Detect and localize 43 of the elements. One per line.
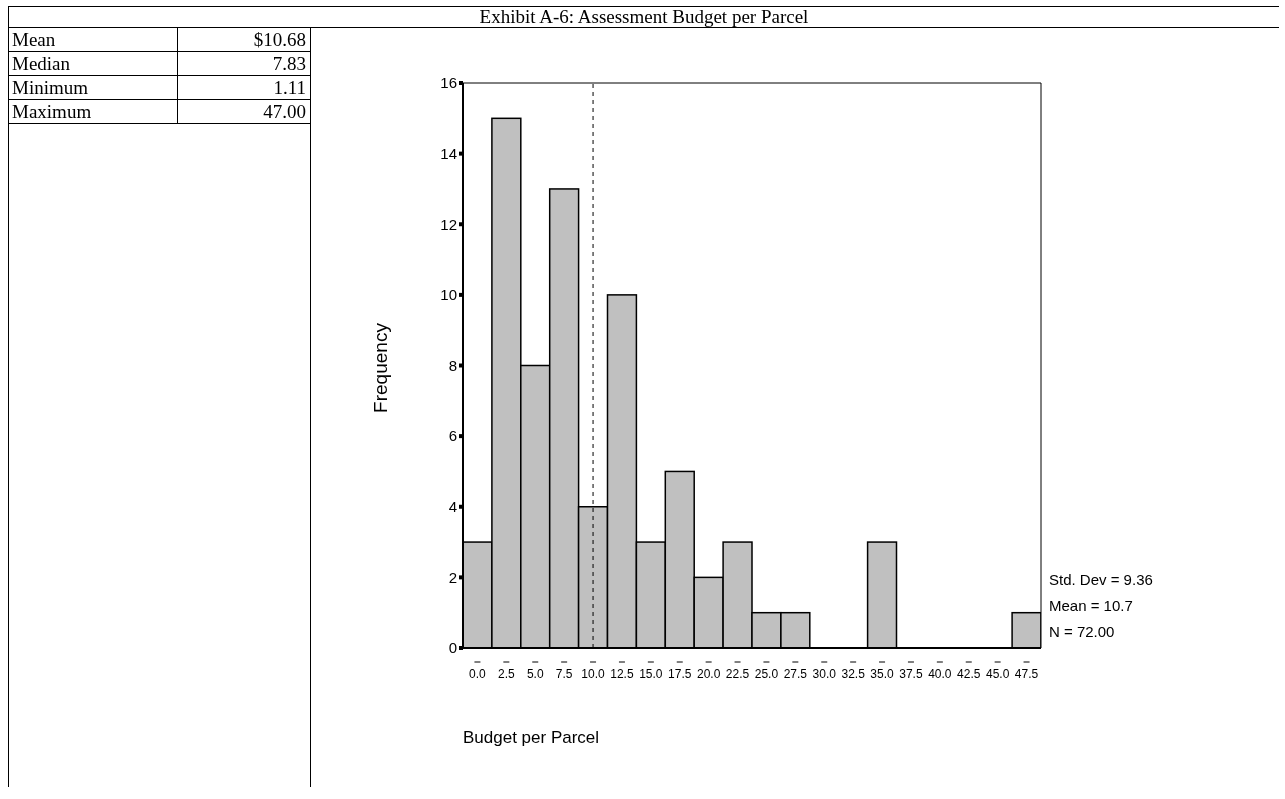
x-tick-label: 20.0 xyxy=(696,667,721,681)
y-tick-label: 8 xyxy=(448,356,457,374)
x-tick-label: 7.5 xyxy=(555,667,573,681)
y-axis-title: Frequency xyxy=(370,323,392,413)
x-tick-label: 42.5 xyxy=(957,667,981,681)
text: Maximum xyxy=(9,100,178,123)
y-tick-label: 4 xyxy=(448,498,457,516)
text: Minimum xyxy=(9,76,178,99)
x-axis-title: Budget per Parcel xyxy=(463,728,600,748)
text: 7.83 xyxy=(271,52,307,75)
text: Median xyxy=(9,52,178,75)
text: Std. Dev = 9.36 xyxy=(1049,571,1153,588)
y-tick-label: 10 xyxy=(440,286,457,304)
y-tick-label: 2 xyxy=(448,568,457,586)
y-tick-label: 16 xyxy=(440,74,457,92)
text: Mean = 10.7 xyxy=(1049,597,1133,614)
x-tick-label: 32.5 xyxy=(841,667,866,681)
x-tick-label: 40.0 xyxy=(928,667,952,681)
text: 47.00 xyxy=(262,100,307,123)
x-tick-label: 25.0 xyxy=(754,667,779,681)
chart-title: Exhibit A-6: Assessment Budget per Parcel xyxy=(9,6,1279,28)
x-tick-label: 27.5 xyxy=(783,667,808,681)
x-tick-label: 15.0 xyxy=(639,667,663,681)
x-tick-label: 2.5 xyxy=(498,667,516,681)
text: 1.11 xyxy=(272,76,307,99)
x-tick-label: 22.5 xyxy=(725,667,750,681)
text: N = 72.00 xyxy=(1049,623,1115,640)
x-tick-label: 30.0 xyxy=(812,667,837,681)
x-tick-label: 10.0 xyxy=(581,667,606,681)
y-tick-label: 12 xyxy=(440,215,457,233)
text: Mean xyxy=(9,28,178,51)
x-tick-label: 45.0 xyxy=(985,667,1010,681)
y-tick-label: 0 xyxy=(448,639,457,657)
x-tick-label: 37.5 xyxy=(899,667,923,681)
text: $10.68 xyxy=(252,28,307,51)
x-tick-label: 0.0 xyxy=(469,667,487,681)
x-tick-label: 35.0 xyxy=(870,667,895,681)
y-tick-label: 6 xyxy=(448,427,457,445)
x-tick-label: 17.5 xyxy=(668,667,692,681)
x-tick-label: 12.5 xyxy=(610,667,634,681)
y-tick-label: 14 xyxy=(440,144,457,162)
x-tick-label: 47.5 xyxy=(1014,667,1039,681)
x-tick-label: 5.0 xyxy=(526,667,544,681)
